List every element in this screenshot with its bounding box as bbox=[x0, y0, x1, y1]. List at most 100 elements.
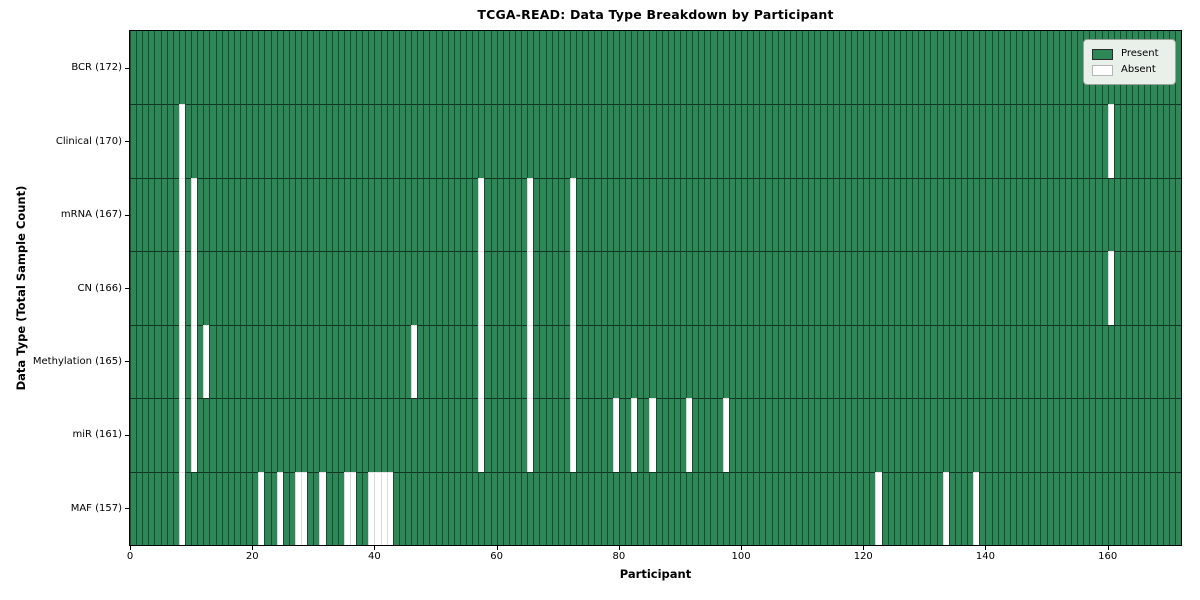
heatmap-cell bbox=[239, 398, 247, 472]
heatmap-cell bbox=[435, 471, 443, 545]
heatmap-cell bbox=[569, 251, 577, 325]
heatmap-cell bbox=[808, 177, 815, 252]
heatmap-cell bbox=[331, 471, 339, 545]
heatmap-cell bbox=[930, 31, 938, 105]
heatmap-cell bbox=[936, 324, 944, 399]
heatmap-cell bbox=[600, 324, 608, 399]
heatmap-cell bbox=[991, 251, 999, 325]
heatmap-cell bbox=[851, 31, 858, 105]
heatmap-cell bbox=[374, 177, 382, 252]
heatmap-cell bbox=[331, 324, 339, 399]
heatmap-cell bbox=[704, 31, 711, 105]
heatmap-cell bbox=[777, 398, 785, 472]
heatmap-cell bbox=[961, 251, 968, 325]
heatmap-cell bbox=[686, 398, 693, 472]
heatmap-cell bbox=[881, 471, 889, 545]
heatmap-cell bbox=[838, 31, 846, 105]
heatmap-cell bbox=[337, 471, 345, 545]
heatmap-cell bbox=[765, 251, 773, 325]
heatmap-cell bbox=[1040, 471, 1048, 545]
heatmap-cell bbox=[441, 251, 449, 325]
heatmap-cell bbox=[1119, 104, 1127, 178]
heatmap-cell bbox=[1040, 251, 1048, 325]
heatmap-cell bbox=[612, 104, 620, 178]
heatmap-cell bbox=[582, 104, 589, 178]
heatmap-cell bbox=[154, 31, 162, 105]
heatmap-cell bbox=[1113, 398, 1121, 472]
heatmap-cell bbox=[307, 104, 314, 178]
heatmap-cell bbox=[496, 398, 504, 472]
heatmap-cell bbox=[1046, 31, 1054, 105]
heatmap-cell bbox=[319, 177, 327, 252]
heatmap-cell bbox=[875, 251, 883, 325]
heatmap-cell bbox=[1144, 324, 1151, 399]
heatmap-cell bbox=[1058, 324, 1066, 399]
heatmap-cell bbox=[906, 104, 913, 178]
heatmap-cell bbox=[551, 471, 559, 545]
heatmap-cell bbox=[973, 324, 980, 399]
heatmap-cell bbox=[288, 324, 296, 399]
heatmap-cell bbox=[142, 251, 149, 325]
heatmap-cell bbox=[172, 31, 180, 105]
heatmap-cell bbox=[221, 324, 229, 399]
heatmap-cell bbox=[563, 398, 571, 472]
heatmap-cell bbox=[1150, 251, 1158, 325]
heatmap-cell bbox=[380, 324, 388, 399]
heatmap-cell bbox=[539, 104, 546, 178]
heatmap-cell bbox=[704, 324, 711, 399]
heatmap-cell bbox=[979, 104, 986, 178]
heatmap-cell bbox=[686, 31, 693, 105]
heatmap-cell bbox=[588, 471, 595, 545]
heatmap-cell bbox=[759, 31, 766, 105]
heatmap-cell bbox=[557, 31, 565, 105]
heatmap-cell bbox=[154, 177, 162, 252]
heatmap-cell bbox=[539, 324, 546, 399]
heatmap-cell bbox=[930, 177, 938, 252]
heatmap-cell bbox=[429, 251, 437, 325]
heatmap-cell bbox=[423, 251, 430, 325]
heatmap-cell bbox=[698, 398, 705, 472]
heatmap-cell bbox=[893, 398, 901, 472]
heatmap-cell bbox=[979, 324, 986, 399]
heatmap-cell bbox=[1113, 251, 1121, 325]
x-tick-label: 140 bbox=[975, 551, 995, 562]
heatmap-cell bbox=[459, 398, 467, 472]
heatmap-cell bbox=[282, 177, 290, 252]
heatmap-cell bbox=[686, 104, 693, 178]
heatmap-cell bbox=[1174, 104, 1182, 178]
heatmap-cell bbox=[1003, 324, 1011, 399]
heatmap-cell bbox=[313, 31, 320, 105]
heatmap-cell bbox=[594, 251, 601, 325]
heatmap-cell bbox=[796, 471, 803, 545]
heatmap-cell bbox=[594, 471, 601, 545]
heatmap-cell bbox=[264, 324, 272, 399]
heatmap-cell bbox=[637, 177, 644, 252]
heatmap-cell bbox=[429, 31, 437, 105]
heatmap-cell bbox=[1095, 324, 1103, 399]
heatmap-cell bbox=[398, 398, 406, 472]
heatmap-cell bbox=[698, 251, 705, 325]
heatmap-cell bbox=[496, 177, 504, 252]
heatmap-cell bbox=[569, 177, 577, 252]
heatmap-cell bbox=[918, 398, 925, 472]
heatmap-cell bbox=[246, 471, 253, 545]
heatmap-cell bbox=[661, 324, 669, 399]
heatmap-cell bbox=[1126, 177, 1133, 252]
heatmap-cell bbox=[521, 251, 528, 325]
heatmap-cell bbox=[1113, 324, 1121, 399]
heatmap-cell bbox=[973, 471, 980, 545]
heatmap-cell bbox=[624, 324, 632, 399]
heatmap-cell bbox=[1028, 251, 1035, 325]
heatmap-cell bbox=[331, 398, 339, 472]
heatmap-cell bbox=[398, 31, 406, 105]
heatmap-cell bbox=[851, 471, 858, 545]
heatmap-cell bbox=[435, 251, 443, 325]
heatmap-cell bbox=[637, 471, 644, 545]
heatmap-cell bbox=[521, 471, 528, 545]
heatmap-cell bbox=[796, 398, 803, 472]
heatmap-cell bbox=[1003, 398, 1011, 472]
heatmap-cell bbox=[191, 177, 198, 252]
heatmap-cell bbox=[649, 398, 656, 472]
heatmap-cell bbox=[759, 251, 766, 325]
